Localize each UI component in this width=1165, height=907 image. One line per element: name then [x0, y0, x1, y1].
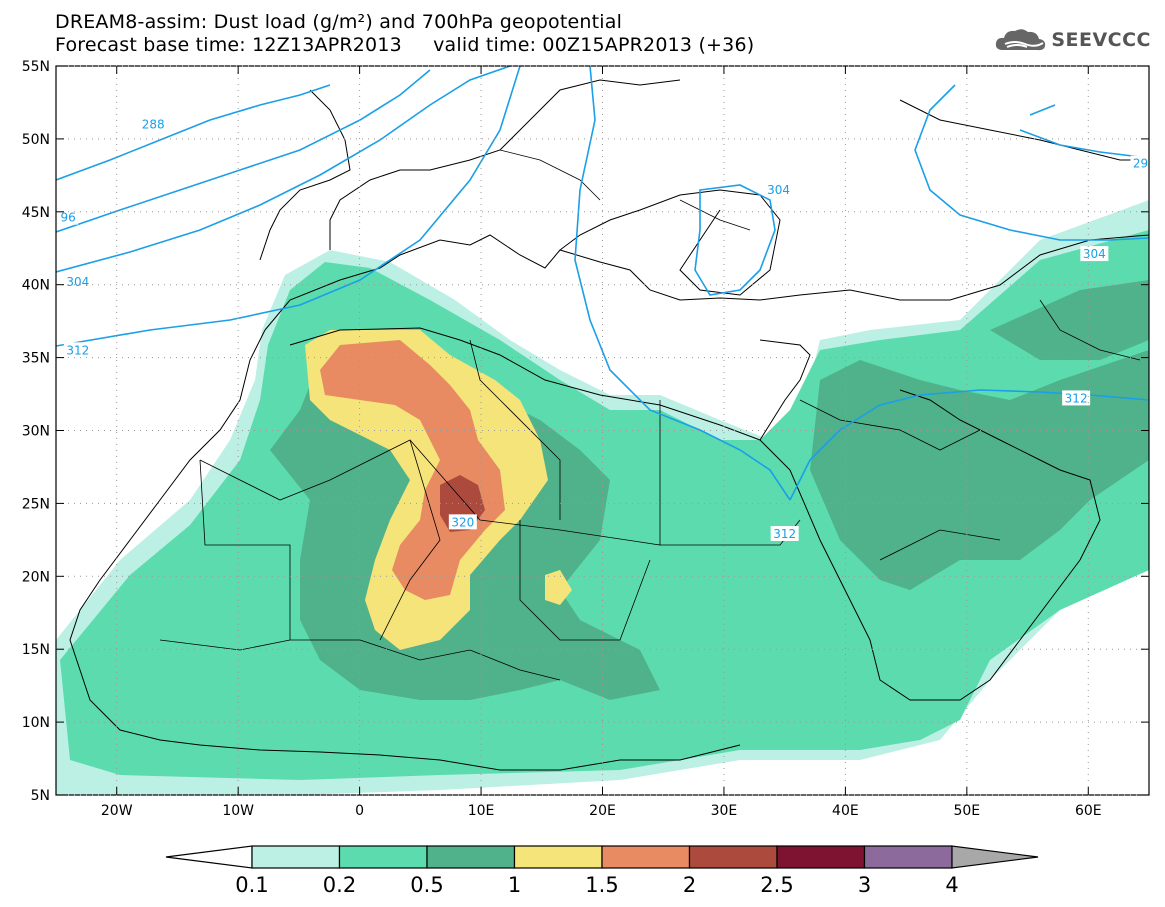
x-tick-label: 10W [222, 803, 254, 819]
y-tick-label: 30N [22, 424, 50, 440]
contour-label: 304 [1083, 247, 1106, 261]
y-tick-label: 50N [22, 132, 50, 148]
y-tick-label: 45N [22, 205, 50, 221]
x-tick-label: 0 [355, 803, 364, 819]
y-axis: 55N 50N 45N 40N 35N 30N 25N 20N 15N 10N 5N [22, 59, 1149, 804]
contour-label: 312 [773, 527, 796, 541]
contour-label-bg [770, 526, 799, 542]
colorbar-label: 1 [508, 873, 521, 897]
y-tick-label: 20N [22, 569, 50, 585]
map-subtitle: Forecast base time: 12Z13APR2013 valid t… [55, 34, 755, 56]
dust-level-1-5 [320, 340, 505, 600]
cloud-icon [996, 29, 1046, 51]
colorbar-label: 2 [683, 873, 696, 897]
contour-label: 304 [66, 275, 89, 289]
colorbar-label: 2.5 [760, 873, 793, 897]
contour-label-bg [448, 514, 477, 530]
y-tick-label: 40N [22, 278, 50, 294]
contour-label: 29 [1133, 157, 1148, 171]
contour-label-bg [1130, 155, 1151, 171]
colorbar-swatch [251, 845, 341, 869]
geopotential-contours [56, 66, 1149, 501]
colorbar-label: 0.5 [410, 873, 443, 897]
x-tick-label: 50E [953, 803, 980, 819]
contour-label-bg [58, 209, 79, 225]
colorbar-swatch [601, 845, 691, 869]
map-title: DREAM8-assim: Dust load (g/m²) and 700hP… [55, 11, 623, 33]
y-tick-label: 5N [31, 788, 50, 804]
x-tick-label: 10E [468, 803, 495, 819]
contour-label: 312 [66, 343, 89, 357]
colorbar-swatch [338, 845, 428, 869]
contour-label-bg [1080, 246, 1109, 262]
contour-label: 288 [142, 117, 165, 131]
contour-label-bg [764, 181, 793, 197]
y-tick-label: 10N [22, 715, 50, 731]
colorbar-swatch [513, 845, 603, 869]
x-tick-label: 20W [101, 803, 133, 819]
logo-text: SEEVCCC [1051, 29, 1151, 51]
dust-level-0-5 [270, 280, 1149, 700]
y-tick-label: 25N [22, 496, 50, 512]
x-tick-label: 20E [589, 803, 616, 819]
contour-label: 320 [451, 515, 474, 529]
x-tick-label: 40E [832, 803, 859, 819]
colorbar-label: 3 [858, 873, 871, 897]
x-tick-label: 60E [1075, 803, 1102, 819]
colorbar-swatch [776, 845, 866, 869]
x-tick-label: 30E [711, 803, 738, 819]
colorbar-label: 0.1 [235, 873, 268, 897]
colorbar-label: 4 [945, 873, 958, 897]
contour-label: 304 [767, 183, 790, 197]
contour-label-bg [139, 116, 168, 132]
colorbar-label: 1.5 [585, 873, 618, 897]
colorbar-under-arrow [165, 845, 253, 869]
contour-label-bg [63, 273, 92, 289]
contour-labels: 288 96 304 312 320 312 312 304 304 29 [58, 116, 1151, 542]
y-tick-label: 15N [22, 642, 50, 658]
contour-label: 96 [61, 211, 76, 225]
contour-label: 312 [1065, 391, 1088, 405]
dust-field [56, 200, 1149, 795]
y-tick-label: 35N [22, 351, 50, 367]
colorbar-swatch [426, 845, 516, 869]
colorbar: 0.1 0.2 0.5 1 1.5 2 2.5 3 4 [165, 845, 1039, 897]
y-tick-label: 55N [22, 59, 50, 75]
seevccc-logo: SEEVCCC [995, 26, 1151, 54]
colorbar-over-arrow [951, 845, 1039, 869]
x-axis: 20W 10W 0 10E 20E 30E 40E 50E 60E [101, 66, 1102, 819]
contour-label-bg [1062, 390, 1091, 406]
colorbar-label: 0.2 [323, 873, 356, 897]
colorbar-swatch [688, 845, 778, 869]
colorbar-swatch [863, 845, 953, 869]
contour-label-bg [63, 342, 92, 358]
